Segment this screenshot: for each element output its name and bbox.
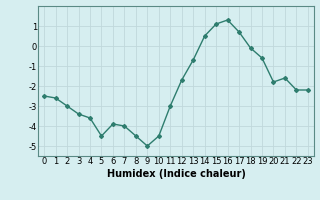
X-axis label: Humidex (Indice chaleur): Humidex (Indice chaleur) (107, 169, 245, 179)
